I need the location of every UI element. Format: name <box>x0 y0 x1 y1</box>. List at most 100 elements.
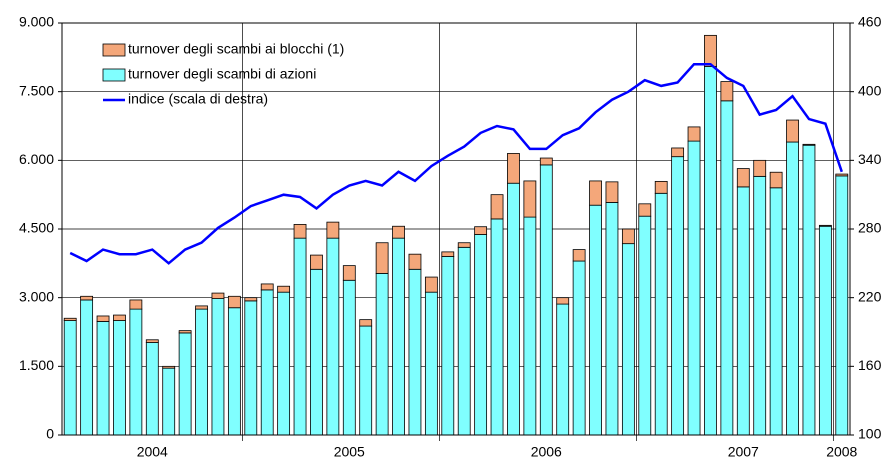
bar-segment <box>359 325 373 436</box>
bar-segment <box>572 260 586 436</box>
bar-segment <box>63 317 77 321</box>
y-tick-label: 0 <box>46 426 54 442</box>
legend-label: turnover degli scambi di azioni <box>128 66 316 82</box>
bar-segment <box>704 34 717 67</box>
y2-tick-label: 160 <box>858 357 882 373</box>
bar-segment <box>507 182 520 436</box>
bar-segment <box>556 303 570 436</box>
y-tick-label: 7.500 <box>19 82 54 98</box>
bar-segment <box>96 315 110 322</box>
bar-segment <box>490 218 504 436</box>
bar-segment <box>277 285 291 293</box>
bar-segment <box>211 292 225 299</box>
bar-segment <box>277 291 291 436</box>
bar-segment <box>621 228 635 245</box>
bar-segment <box>621 243 635 436</box>
x-tick-label: 2005 <box>334 444 365 460</box>
bar-segment <box>145 342 159 436</box>
bar-segment <box>424 291 438 436</box>
bar-segment <box>720 81 734 102</box>
bar-segment <box>129 308 143 436</box>
bar-segment <box>671 156 685 436</box>
bar-segment <box>687 126 701 142</box>
bar-segment <box>687 140 701 436</box>
bar-segment <box>589 180 602 206</box>
bar-segment <box>457 246 471 436</box>
bar-segment <box>835 175 849 436</box>
bar-segment <box>441 256 455 436</box>
bar-segment <box>375 273 389 436</box>
y-tick-label: 4.500 <box>19 220 54 236</box>
bar-segment <box>129 299 143 310</box>
bar-segment <box>786 141 799 436</box>
bar-segment <box>96 321 110 436</box>
bar-segment <box>408 268 422 436</box>
bar-segment <box>178 330 192 334</box>
bar-segment <box>310 254 323 270</box>
legend-swatch <box>102 68 126 82</box>
bar-segment <box>605 181 619 203</box>
y2-tick-label: 280 <box>858 220 882 236</box>
bar-segment <box>704 66 717 436</box>
bar-segment <box>162 367 176 436</box>
bar-segment <box>769 171 783 189</box>
bar-segment <box>523 180 537 218</box>
y-tick-label: 1.500 <box>19 357 54 373</box>
legend-label: indice (scala di destra) <box>128 91 268 107</box>
bar-segment <box>63 320 77 436</box>
bar-segment <box>145 339 159 343</box>
bar-segment <box>589 204 602 436</box>
y2-tick-label: 220 <box>858 288 882 304</box>
bar-segment <box>244 297 258 302</box>
bar-segment <box>178 332 192 436</box>
bar-segment <box>539 157 553 166</box>
bar-segment <box>227 295 241 309</box>
bar-segment <box>227 307 241 436</box>
bar-segment <box>818 225 832 436</box>
bar-segment <box>638 203 652 217</box>
bar-segment <box>244 300 258 436</box>
legend-label: turnover degli scambi ai blocchi (1) <box>128 41 344 57</box>
bar-segment <box>80 295 94 301</box>
bar-segment <box>408 253 422 270</box>
bar-segment <box>539 164 553 436</box>
bar-segment <box>424 276 438 293</box>
bar-segment <box>753 159 767 177</box>
bar-segment <box>736 168 750 188</box>
bar-segment <box>474 226 488 235</box>
y2-tick-label: 400 <box>858 82 882 98</box>
bar-segment <box>195 305 208 310</box>
bar-segment <box>310 268 323 436</box>
bar-segment <box>786 119 799 143</box>
bar-segment <box>572 249 586 262</box>
bar-segment <box>375 242 389 274</box>
x-tick-label: 2004 <box>137 444 168 460</box>
bar-segment <box>802 143 816 146</box>
x-tick-label: 2008 <box>826 444 857 460</box>
bar-segment <box>342 265 356 281</box>
bar-segment <box>441 251 455 257</box>
bar-segment <box>556 297 570 305</box>
x-tick-label: 2006 <box>531 444 562 460</box>
bar-segment <box>359 319 373 327</box>
bar-segment <box>113 320 126 436</box>
bar-segment <box>736 186 750 436</box>
bar-segment <box>342 279 356 436</box>
y2-tick-label: 340 <box>858 151 882 167</box>
plot-frame <box>61 22 851 436</box>
bar-segment <box>293 237 307 436</box>
bar-segment <box>293 224 307 239</box>
bar-segment <box>474 234 488 436</box>
x-tick-label: 2007 <box>728 444 759 460</box>
bar-segment <box>326 221 340 239</box>
bar-segment <box>80 299 94 436</box>
bar-segment <box>671 147 685 158</box>
bar-segment <box>523 216 537 436</box>
bar-segment <box>113 314 126 321</box>
y2-tick-label: 100 <box>858 426 882 442</box>
bar-segment <box>326 237 340 436</box>
bar-segment <box>638 215 652 436</box>
bar-segment <box>802 144 816 436</box>
